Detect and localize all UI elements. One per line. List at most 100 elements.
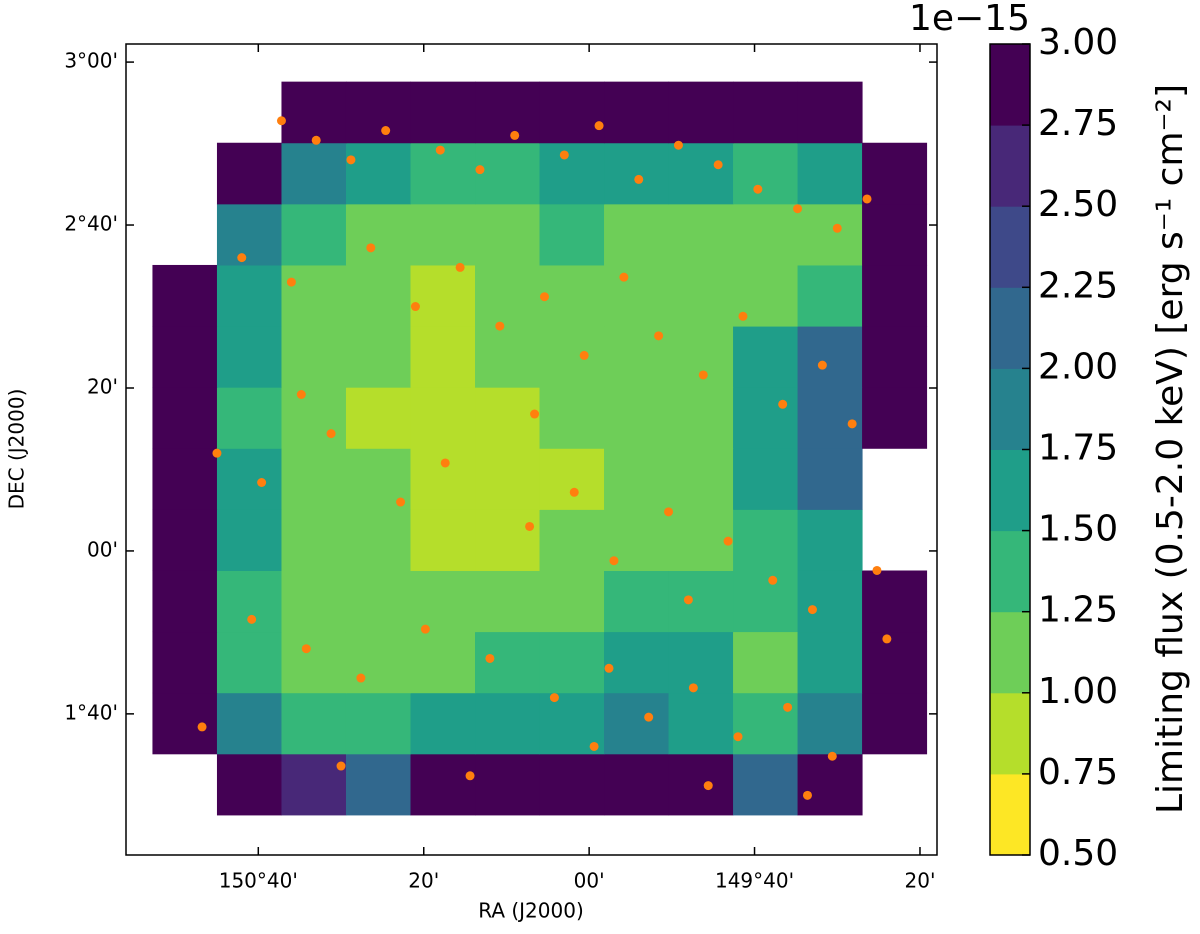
colorbar-tick-label: 2.50 (1038, 184, 1118, 225)
source (455, 262, 465, 272)
source (827, 751, 837, 761)
colorbar-segment (990, 44, 1030, 126)
coverage-cell (152, 264, 218, 327)
source (807, 605, 817, 615)
colorbar-segment (990, 692, 1030, 775)
coverage-cell (216, 203, 282, 266)
coverage-cell (345, 753, 411, 816)
coverage-cell (797, 142, 863, 205)
coverage-cell (475, 326, 541, 388)
coverage-cell (862, 692, 928, 755)
coverage-cell (797, 264, 863, 327)
coverage-cell (475, 448, 541, 510)
source (485, 653, 495, 663)
coverage-cell (539, 264, 605, 327)
coverage-cell (345, 631, 411, 694)
source (589, 741, 599, 751)
colorbar-label: Limiting flux (0.5-2.0 keV) [erg s⁻¹ cm⁻… (1150, 84, 1191, 814)
source (530, 409, 540, 419)
coverage-cell (345, 326, 411, 388)
coverage-cell (539, 448, 605, 510)
coverage-cell (668, 264, 734, 327)
coverage-cell (604, 631, 670, 694)
source (410, 302, 420, 312)
coverage-cell (733, 387, 799, 449)
coverage-cell (410, 692, 476, 755)
coverage-cell (668, 81, 734, 144)
coverage-cell (604, 692, 670, 755)
colorbar-segment (990, 773, 1030, 856)
coverage-cell (475, 631, 541, 694)
y-axis-label: DEC (J2000) (5, 389, 29, 510)
source (688, 683, 698, 693)
coverage-cell (668, 448, 734, 510)
x-tick-label: 20' (905, 869, 936, 893)
coverage-cell (410, 631, 476, 694)
source (703, 781, 713, 791)
coverage-cell (862, 203, 928, 266)
coverage-cell (668, 753, 734, 816)
coverage-cell (475, 142, 541, 205)
coverage-cell (862, 631, 928, 694)
coverage-cell (216, 142, 282, 205)
coverage-cell (668, 509, 734, 571)
coverage-cell (604, 570, 670, 633)
coverage-cell (862, 387, 928, 449)
source (212, 448, 222, 458)
coverage-cell (281, 203, 347, 266)
coverage-cell (539, 509, 605, 571)
coverage-cell (410, 448, 476, 510)
coverage-cell (733, 81, 799, 144)
coverage-cell (216, 387, 282, 449)
coverage-cell (539, 326, 605, 388)
source (683, 595, 693, 605)
source (594, 121, 604, 131)
source (301, 644, 311, 654)
coverage-cell (475, 509, 541, 571)
coverage-cell (539, 142, 605, 205)
colorbar-tick-label: 2.00 (1038, 346, 1118, 387)
colorbar-segment (990, 449, 1030, 532)
coverage-cell (862, 326, 928, 388)
coverage-cell (797, 326, 863, 388)
colorbar-tick-label: 2.75 (1038, 103, 1118, 144)
source (286, 277, 296, 287)
coverage-cell (733, 326, 799, 388)
source (346, 155, 356, 165)
coverage-cell (281, 264, 347, 327)
coverage-cell (604, 203, 670, 266)
coverage-cell (539, 631, 605, 694)
source (604, 663, 614, 673)
coverage-cell (733, 631, 799, 694)
source (257, 477, 267, 487)
colorbar-segment (990, 206, 1030, 288)
coverage-cell (604, 448, 670, 510)
coverage-cell (668, 570, 734, 633)
coverage-cell (797, 448, 863, 510)
source (525, 521, 535, 531)
coverage-cell (475, 570, 541, 633)
coverage-cell (797, 753, 863, 816)
source (753, 184, 763, 194)
coverage-cell (281, 570, 347, 633)
coverage-cell (539, 753, 605, 816)
colorbar-tick-label: 1.50 (1038, 509, 1118, 550)
source (440, 458, 450, 468)
coverage-cell (604, 753, 670, 816)
coverage-cell (475, 81, 541, 144)
coverage-cell (345, 203, 411, 266)
coverage-cell (345, 387, 411, 449)
coverage-cell (410, 81, 476, 144)
coverage-cell (281, 81, 347, 144)
coverage-cell (475, 203, 541, 266)
source (326, 429, 336, 439)
coverage-cell (797, 509, 863, 571)
colorbar-segment (990, 611, 1030, 694)
coverage-cell (152, 387, 218, 449)
source (673, 140, 683, 150)
source (465, 771, 475, 781)
source (475, 165, 485, 175)
coverage-cell (410, 203, 476, 266)
coverage-cell (733, 448, 799, 510)
